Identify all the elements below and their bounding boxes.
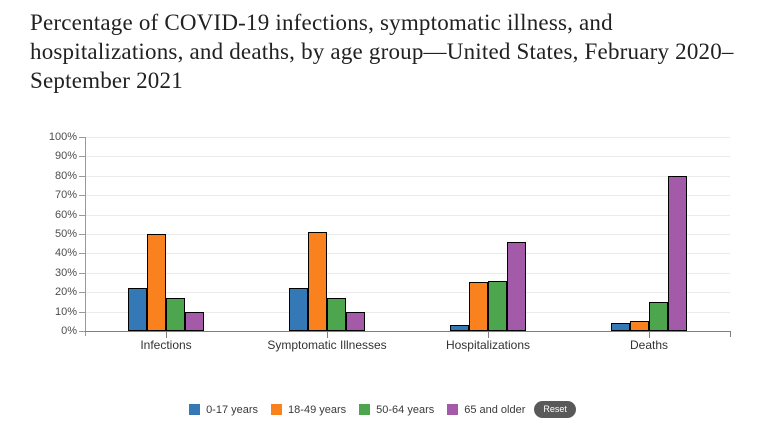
legend-item-0-17-years[interactable]: 0-17 years (189, 404, 258, 416)
bar-50-64-years-symptomatic-illnesses[interactable] (327, 298, 346, 331)
y-axis-tick (79, 137, 85, 138)
y-axis-tick (79, 195, 85, 197)
chart-title: Percentage of COVID-19 infections, sympt… (30, 10, 734, 93)
y-tick-label: 80% (54, 169, 77, 182)
y-tick-label: 60% (54, 208, 77, 221)
x-category-tick (488, 332, 489, 338)
bar-0-17-years-hospitalizations[interactable] (450, 325, 469, 331)
gridline (86, 214, 730, 216)
y-axis-tick (79, 311, 85, 313)
y-tick-label: 100% (48, 131, 77, 143)
legend-swatch-18-49-years (271, 404, 283, 415)
legend-swatch-0-17-years (189, 404, 201, 415)
bar-18-49-years-symptomatic-illnesses[interactable] (308, 232, 327, 331)
legend-label: 65 and older (464, 403, 526, 416)
gridline (86, 234, 730, 235)
x-category-label-infections: Infections (140, 338, 192, 352)
y-axis-line (85, 137, 86, 336)
y-axis-tick (79, 156, 85, 158)
bar-18-49-years-infections[interactable] (147, 234, 166, 331)
bar-18-49-years-hospitalizations[interactable] (469, 282, 488, 331)
y-tick-label: 0% (61, 325, 77, 337)
y-tick-label: 30% (54, 266, 77, 279)
bar-65-and-older-infections[interactable] (185, 312, 204, 331)
gridline (86, 175, 730, 177)
legend-swatch-50-64-years (359, 404, 371, 415)
y-tick-label: 10% (54, 305, 77, 318)
x-category-tick (166, 332, 167, 338)
gridline (86, 292, 730, 294)
bar-0-17-years-infections[interactable] (128, 288, 147, 331)
bar-0-17-years-symptomatic-illnesses[interactable] (289, 288, 308, 331)
x-category-tick (649, 332, 650, 338)
y-axis-tick (79, 331, 85, 332)
y-axis-tick (79, 253, 85, 255)
legend-label: 18-49 years (288, 403, 347, 416)
bar-65-and-older-deaths[interactable] (668, 176, 687, 331)
gridline (86, 137, 730, 138)
x-axis-line (85, 331, 731, 332)
legend-item-65-and-older[interactable]: 65 and older (447, 404, 525, 416)
y-tick-label: 70% (54, 189, 77, 202)
legend-label: 0-17 years (206, 403, 259, 416)
y-axis-tick (79, 234, 85, 235)
x-category-label-hospitalizations: Hospitalizations (445, 338, 531, 352)
bar-65-and-older-symptomatic-illnesses[interactable] (346, 312, 365, 331)
legend-swatch-65-and-older (447, 404, 459, 415)
y-tick-label: 20% (54, 286, 77, 299)
reset-button[interactable]: Reset (534, 401, 576, 418)
gridline (86, 195, 730, 197)
x-category-tick (327, 332, 328, 338)
bar-65-and-older-hospitalizations[interactable] (507, 242, 526, 331)
gridline (86, 156, 730, 158)
x-category-label-deaths: Deaths (629, 338, 669, 352)
y-axis-tick (79, 272, 85, 274)
bar-50-64-years-infections[interactable] (166, 298, 185, 331)
x-axis-end-tick (730, 332, 731, 337)
gridline (86, 272, 730, 274)
y-axis-tick (79, 214, 85, 216)
legend-items: 0-17 years 18-49 years 50-64 years 65 and o… (189, 404, 525, 416)
gridline (86, 311, 730, 313)
y-tick-label: 90% (54, 150, 77, 163)
bar-50-64-years-hospitalizations[interactable] (488, 281, 507, 331)
y-tick-label: 50% (54, 228, 77, 240)
x-category-label-symptomatic-illnesses: Symptomatic Illnesses (267, 338, 387, 352)
y-axis-tick (79, 175, 85, 177)
gridline (86, 253, 730, 255)
y-axis-tick (79, 292, 85, 294)
legend-label: 50-64 years (376, 403, 435, 416)
legend: 0-17 years 18-49 years 50-64 years 65 and o… (0, 401, 765, 418)
bar-50-64-years-deaths[interactable] (649, 302, 668, 331)
y-tick-label: 40% (54, 247, 77, 260)
legend-item-18-49-years[interactable]: 18-49 years (271, 404, 346, 416)
bar-0-17-years-deaths[interactable] (611, 323, 630, 331)
legend-item-50-64-years[interactable]: 50-64 years (359, 404, 434, 416)
bar-18-49-years-deaths[interactable] (630, 321, 649, 331)
